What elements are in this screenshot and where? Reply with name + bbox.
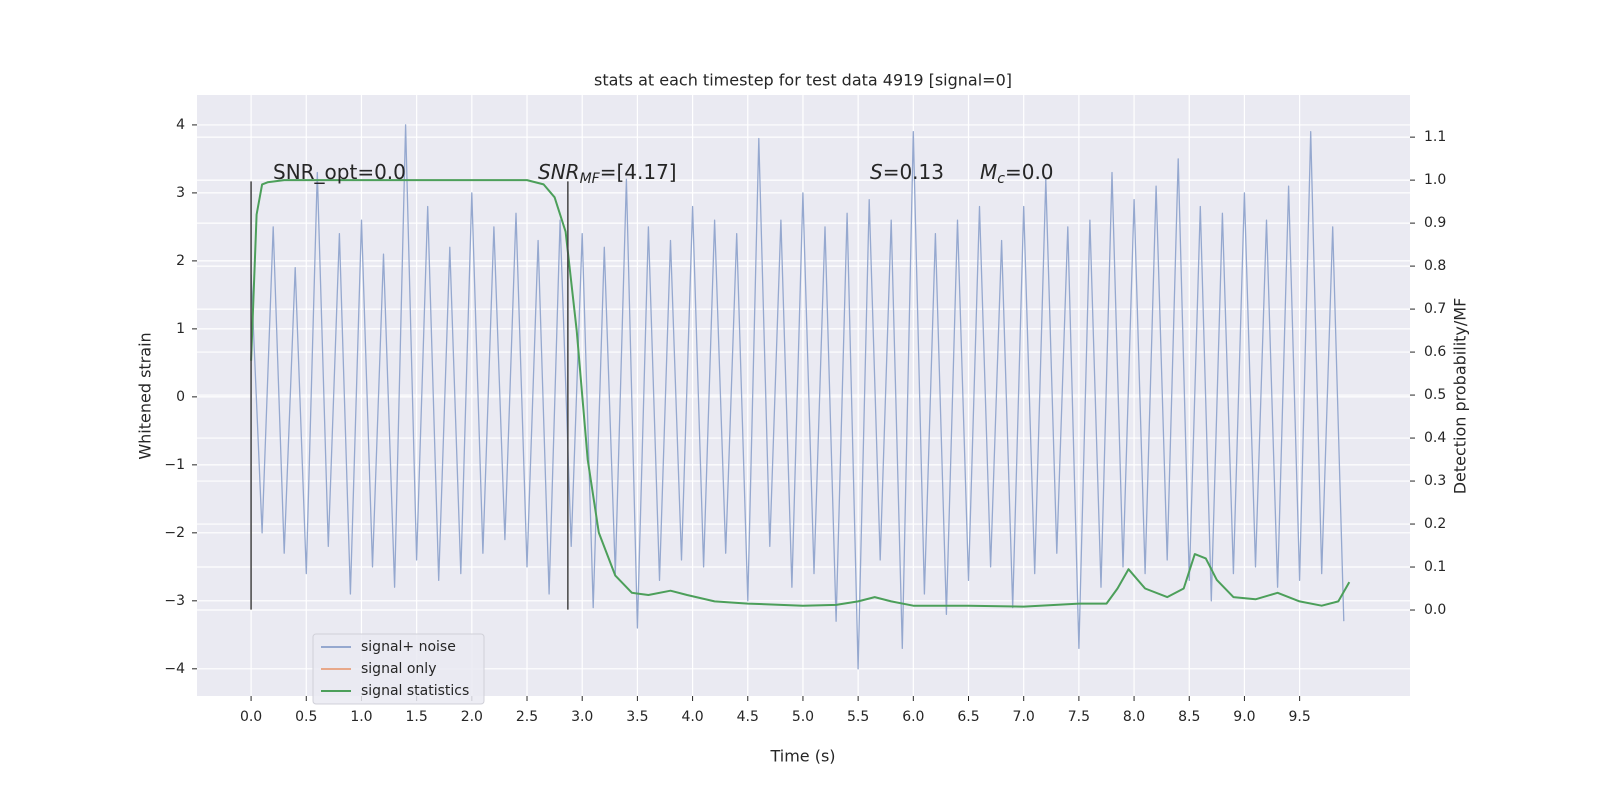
y-tick-label: 3: [176, 185, 185, 201]
x-tick-label: 0.5: [295, 709, 317, 725]
legend-box: [312, 633, 485, 705]
x-tick-label: 1.0: [350, 709, 372, 725]
annotation-part: c: [997, 171, 1005, 187]
annotation-part: =0.0: [1005, 160, 1054, 184]
y2-tick-label: 0.7: [1424, 301, 1446, 317]
x-tick-label: 0.0: [240, 709, 262, 725]
annotation: Mc=0.0: [980, 160, 1054, 188]
x-tick-label: 6.0: [902, 709, 924, 725]
y2-tick-label: 0.5: [1424, 387, 1446, 403]
y2-tick-label: 0.3: [1424, 473, 1446, 489]
x-tick-label: 2.0: [461, 709, 483, 725]
x-tick-label: 4.5: [737, 709, 759, 725]
y-tick-label: −3: [164, 593, 185, 609]
annotation-part: =[4.17]: [600, 160, 677, 184]
x-tick-label: 9.0: [1233, 709, 1255, 725]
annotation-part: M: [980, 160, 997, 184]
y-tick-label: −1: [164, 457, 185, 473]
x-tick-label: 3.0: [571, 709, 593, 725]
annotation-part: MF: [580, 171, 601, 187]
annotation: SNRMF=[4.17]: [538, 160, 677, 188]
x-tick-label: 8.0: [1123, 709, 1145, 725]
x-tick-label: 9.5: [1288, 709, 1310, 725]
legend-label: signal+ noise: [361, 639, 456, 655]
y2-tick-label: 1.0: [1424, 172, 1446, 188]
y2-tick-label: 0.2: [1424, 516, 1446, 532]
y2-tick-label: 0.9: [1424, 215, 1446, 231]
y-tick-label: 1: [176, 321, 185, 337]
y-tick-label: −2: [164, 525, 185, 541]
x-tick-label: 4.0: [681, 709, 703, 725]
chart-title: stats at each timestep for test data 491…: [594, 71, 1012, 90]
y-tick-label: 0: [176, 389, 185, 405]
x-tick-label: 7.5: [1068, 709, 1090, 725]
y-tick-label: −4: [164, 661, 185, 677]
annotation-part: =0.13: [883, 160, 944, 184]
annotation: SNR_opt=0.0: [273, 160, 406, 184]
series-line: [250, 179, 1351, 608]
x-tick-label: 5.5: [847, 709, 869, 725]
x-tick-label: 3.5: [626, 709, 648, 725]
x-tick-label: 2.5: [516, 709, 538, 725]
y2-tick-label: 0.8: [1424, 258, 1446, 274]
y-tick-label: 2: [176, 253, 185, 269]
x-tick-label: 6.5: [957, 709, 979, 725]
x-axis-label: Time (s): [769, 747, 835, 766]
x-tick-label: 8.5: [1178, 709, 1200, 725]
legend-label: signal statistics: [361, 683, 469, 699]
y2-tick-label: 0.0: [1424, 602, 1446, 618]
annotation-part: SNR_opt=0.0: [273, 160, 406, 184]
legend-label: signal only: [361, 661, 436, 677]
y2-tick-label: 1.1: [1424, 129, 1446, 145]
y2-tick-label: 0.6: [1424, 344, 1446, 360]
annotation-part: S: [870, 160, 883, 184]
series-line: [250, 124, 1345, 670]
x-tick-label: 1.5: [406, 709, 428, 725]
y-tick-label: 4: [176, 117, 185, 133]
x-tick-label: 5.0: [792, 709, 814, 725]
y2-tick-label: 0.4: [1424, 430, 1446, 446]
annotation-part: SNR: [538, 160, 580, 184]
annotation: S=0.13: [870, 160, 944, 184]
x-tick-label: 7.0: [1013, 709, 1035, 725]
y-axis-label: Whitened strain: [136, 332, 155, 459]
y2-axis-label: Detection probability/MF: [1451, 298, 1470, 495]
y2-tick-label: 0.1: [1424, 559, 1446, 575]
